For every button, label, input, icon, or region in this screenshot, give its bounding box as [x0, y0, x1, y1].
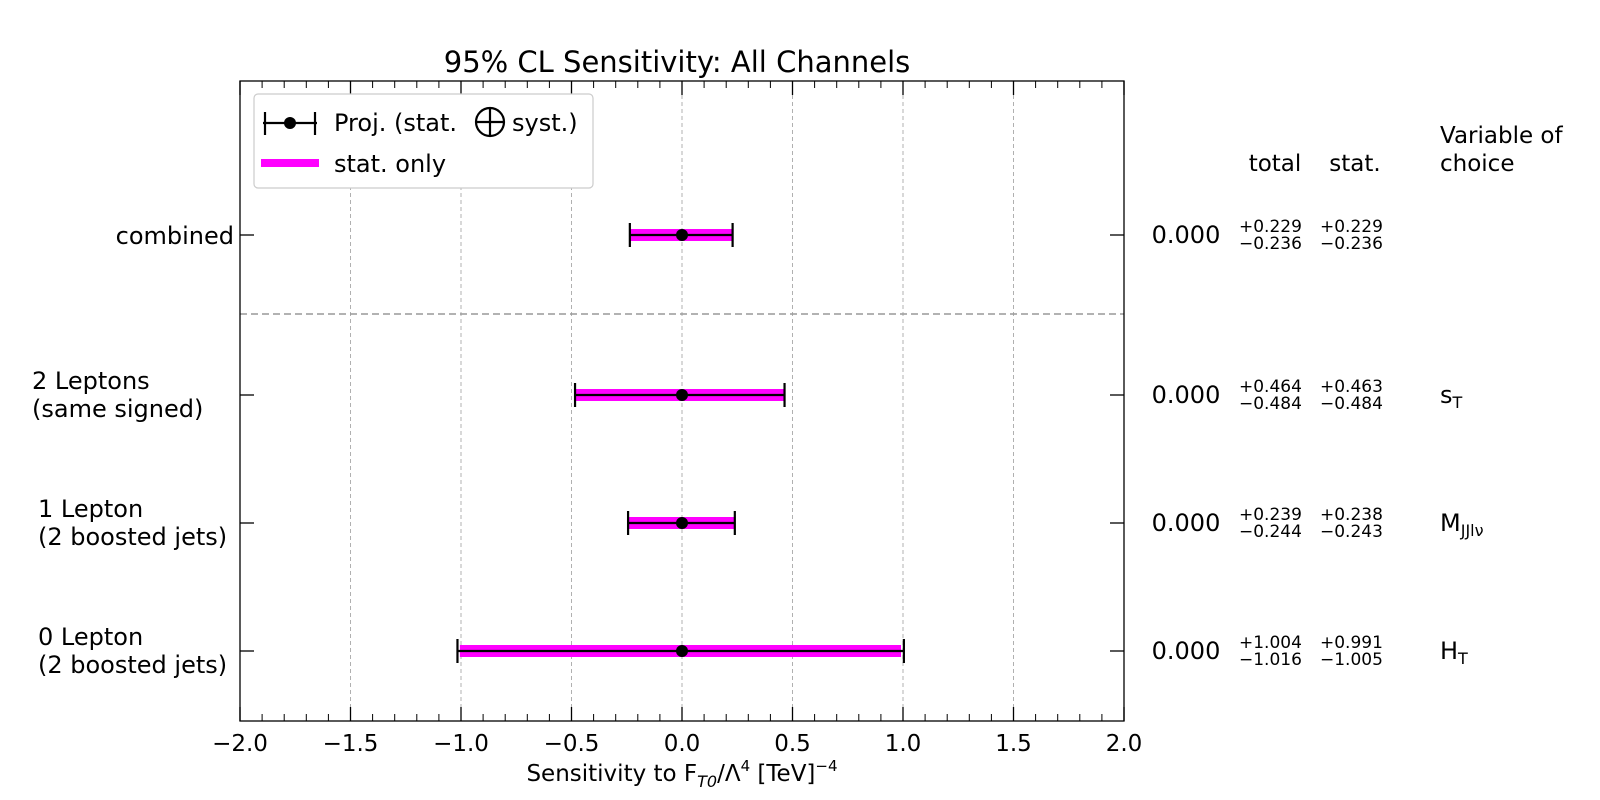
x-tick-label: −1.5: [323, 731, 379, 757]
total-plus-error: +1.004: [1239, 633, 1302, 653]
stat-minus-error: −1.005: [1320, 650, 1383, 670]
legend-stat-label: stat. only: [334, 150, 446, 178]
total-minus-error: −0.484: [1239, 394, 1302, 414]
row-label: combined: [116, 222, 234, 250]
row-labels: combined 2 Leptons (same signed) 1 Lepton (2…: [32, 222, 234, 679]
total-plus-error: +0.239: [1239, 505, 1302, 525]
header-total: total: [1249, 151, 1302, 177]
chart-title: 95% CL Sensitivity: All Channels: [444, 45, 911, 79]
x-tick-label: −0.5: [544, 731, 600, 757]
x-tick-label: 0.5: [774, 731, 811, 757]
row-label: 1 Lepton (2 boosted jets): [38, 495, 227, 551]
x-tick-label: 0.0: [664, 731, 701, 757]
legend-proj-label-syst: syst.): [512, 109, 578, 137]
central-value: 0.000: [1152, 221, 1221, 249]
x-tick-label: −2.0: [212, 731, 268, 757]
stat-minus-error: −0.484: [1320, 394, 1383, 414]
axis-ticks: [239, 81, 1125, 721]
row-label: 0 Lepton (2 boosted jets): [38, 623, 227, 679]
header-variable-line2: choice: [1440, 151, 1514, 177]
central-value: 0.000: [1152, 637, 1221, 665]
legend: Proj. (stat. syst.) stat. only: [253, 93, 594, 189]
x-tick-label: 1.0: [885, 731, 922, 757]
legend-box: [253, 93, 594, 189]
central-value-marker: [676, 229, 688, 241]
oplus-icon: [474, 106, 506, 138]
x-axis-label: Sensitivity to FT0/Λ4 [TeV]−4: [526, 757, 837, 791]
stat-minus-error: −0.236: [1320, 234, 1383, 254]
legend-proj-label: Proj. (stat.: [334, 109, 457, 137]
row-label: 2 Leptons (same signed): [32, 367, 203, 423]
total-plus-error: +0.229: [1239, 217, 1302, 237]
x-tick-label: 1.5: [995, 731, 1032, 757]
variable-of-choice: sT: [1440, 381, 1463, 412]
central-value-marker: [676, 517, 688, 529]
total-minus-error: −0.236: [1239, 234, 1302, 254]
variable-of-choice: HT: [1440, 637, 1468, 668]
error-bars: [456, 223, 905, 663]
stat-plus-error: +0.991: [1320, 633, 1383, 653]
central-value: 0.000: [1152, 509, 1221, 537]
central-value: 0.000: [1152, 381, 1221, 409]
legend-proj-marker-icon: [263, 112, 317, 135]
legend-stat-swatch: [261, 159, 319, 167]
stat-plus-error: +0.463: [1320, 377, 1383, 397]
total-minus-error: −1.016: [1239, 650, 1302, 670]
stat-plus-error: +0.238: [1320, 505, 1383, 525]
central-value-marker: [676, 389, 688, 401]
stat-plus-error: +0.229: [1320, 217, 1383, 237]
central-value-marker: [676, 645, 688, 657]
header-variable-line1: Variable of: [1440, 123, 1564, 149]
stat-minus-error: −0.243: [1320, 522, 1383, 542]
x-tick-label: −1.0: [433, 731, 489, 757]
total-plus-error: +0.464: [1239, 377, 1302, 397]
header-stat: stat.: [1329, 151, 1380, 177]
x-tick-label: 2.0: [1106, 731, 1143, 757]
x-tick-labels: −2.0 −1.5 −1.0 −0.5 0.0 0.5 1.0 1.5 2.0: [212, 731, 1142, 757]
variable-of-choice: MJJlν: [1440, 509, 1484, 540]
total-minus-error: −0.244: [1239, 522, 1302, 542]
